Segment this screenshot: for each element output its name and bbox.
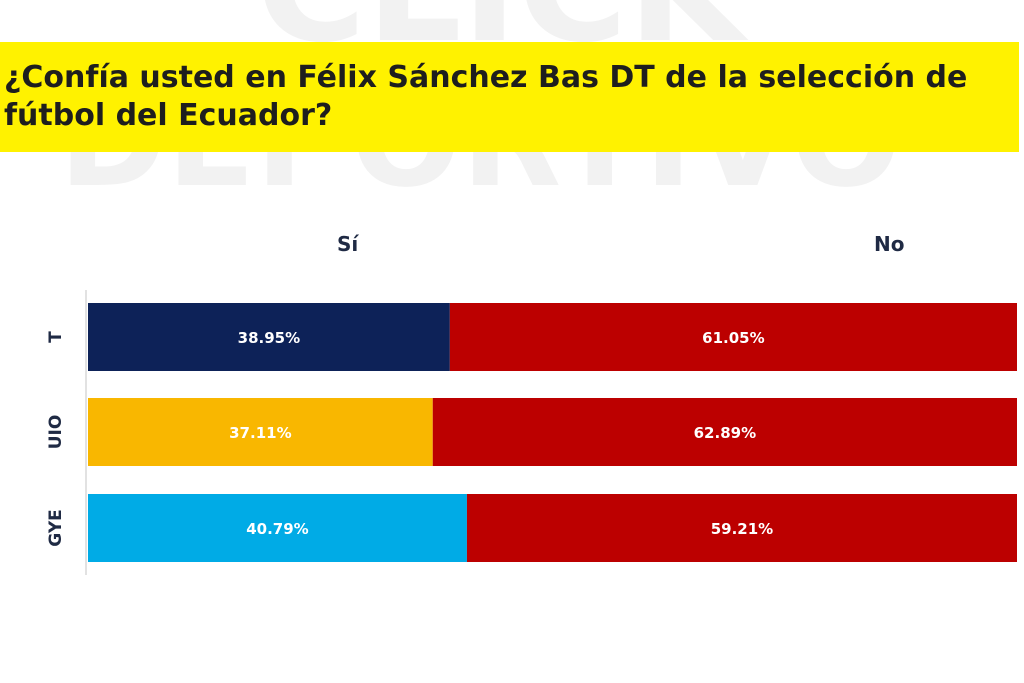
chart-title: ¿Confía usted en Félix Sánchez Bas DT de… [4,60,968,133]
legend-si: Sí [337,232,359,256]
category-label-t: T [46,331,66,343]
bar-t-no [449,303,1018,371]
category-label-uio: UIO [46,415,66,450]
data-label-uio-no: 62.89% [694,424,756,442]
data-label-t-no: 61.05% [702,329,764,347]
data-label-gye-si: 40.79% [246,520,308,538]
bar-gye-no [466,494,1017,562]
title-banner [0,42,1019,152]
bar-t-si [88,303,450,371]
bar-uio-si [88,398,433,466]
legend-no: No [874,232,905,256]
bar-gye-si [88,494,467,562]
category-label-gye: GYE [46,509,66,547]
data-label-gye-no: 59.21% [711,520,773,538]
data-label-t-si: 38.95% [238,329,300,347]
data-label-uio-si: 37.11% [229,424,291,442]
bar-uio-no [432,398,1017,466]
